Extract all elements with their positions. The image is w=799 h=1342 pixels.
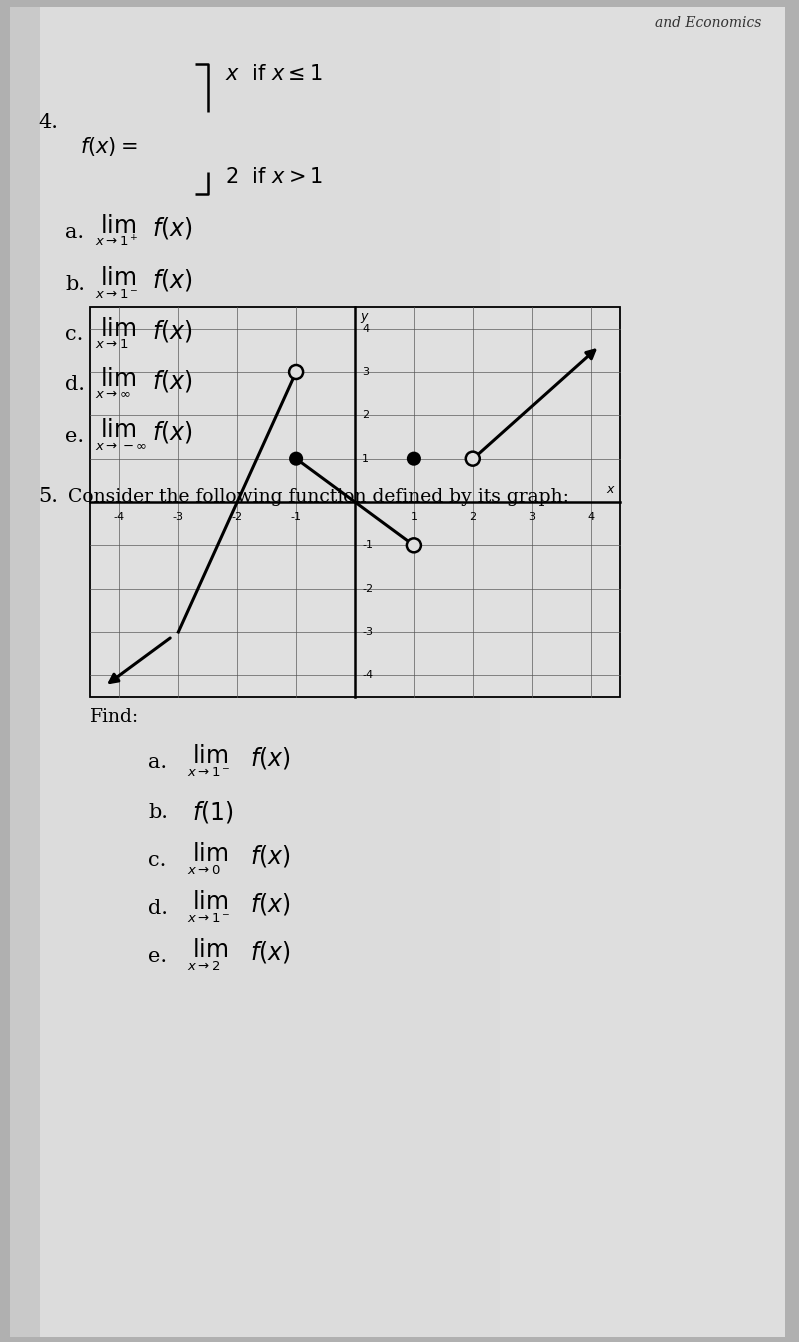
Text: $f(x)$: $f(x)$ <box>250 891 291 917</box>
Text: $\lim$: $\lim$ <box>192 743 229 768</box>
Text: $x\to 1$: $x\to 1$ <box>95 338 129 352</box>
Text: e.: e. <box>65 427 84 446</box>
Text: d.: d. <box>65 376 85 395</box>
Circle shape <box>289 365 303 378</box>
Text: b.: b. <box>65 275 85 294</box>
Text: $\lim$: $\lim$ <box>100 213 136 238</box>
Text: $\lim$: $\lim$ <box>100 417 136 442</box>
Text: c.: c. <box>65 326 83 345</box>
Text: $f(x){=}$: $f(x){=}$ <box>80 136 137 158</box>
Text: a.: a. <box>148 753 167 772</box>
Text: $x\to 1^-$: $x\to 1^-$ <box>95 287 138 301</box>
Bar <box>90 307 620 696</box>
Circle shape <box>290 452 302 464</box>
Text: -4: -4 <box>114 513 125 522</box>
Text: $f(1)$: $f(1)$ <box>192 798 233 825</box>
Text: $2\ \ \mathrm{if}\ x > 1$: $2\ \ \mathrm{if}\ x > 1$ <box>225 166 323 187</box>
Text: e.: e. <box>148 946 167 965</box>
Text: -4: -4 <box>362 671 373 680</box>
Text: 2: 2 <box>469 513 476 522</box>
Text: d.: d. <box>148 899 168 918</box>
Text: $f(x)$: $f(x)$ <box>152 419 193 446</box>
Text: -2: -2 <box>232 513 243 522</box>
Text: 3: 3 <box>362 366 369 377</box>
Text: $\lim$: $\lim$ <box>100 366 136 391</box>
Text: $f(x)$: $f(x)$ <box>152 215 193 242</box>
Text: 1: 1 <box>362 454 369 464</box>
Text: $\lim$: $\lim$ <box>192 938 229 962</box>
Text: $\lim$: $\lim$ <box>100 317 136 341</box>
Text: 4.: 4. <box>38 113 58 132</box>
Text: $x\ \ \mathrm{if}\ x \leq 1$: $x\ \ \mathrm{if}\ x \leq 1$ <box>225 64 323 85</box>
Text: $f(x)$: $f(x)$ <box>250 843 291 870</box>
Text: $f(x)$: $f(x)$ <box>152 267 193 293</box>
Text: $x\to \infty$: $x\to \infty$ <box>95 388 131 401</box>
Bar <box>500 7 785 1337</box>
Text: $x\to 1^+$: $x\to 1^+$ <box>95 235 138 250</box>
Text: $x$: $x$ <box>606 483 616 497</box>
Circle shape <box>407 452 420 464</box>
Text: and Economics: and Economics <box>655 16 761 30</box>
Text: $f(x)$: $f(x)$ <box>250 939 291 965</box>
Text: $f(x)$: $f(x)$ <box>250 745 291 772</box>
Text: 4: 4 <box>587 513 594 522</box>
Text: Find:: Find: <box>90 709 139 726</box>
Text: -1: -1 <box>291 513 301 522</box>
Text: $x\to 2$: $x\to 2$ <box>187 960 221 973</box>
Text: b.: b. <box>148 803 168 821</box>
Text: -2: -2 <box>362 584 373 593</box>
Text: $f(x)$: $f(x)$ <box>152 318 193 344</box>
Text: 2: 2 <box>362 411 369 420</box>
Circle shape <box>466 452 479 466</box>
Text: -3: -3 <box>362 627 373 637</box>
Text: $f(x)$: $f(x)$ <box>152 368 193 395</box>
Text: $\lim$: $\lim$ <box>192 890 229 914</box>
Text: $\lim$: $\lim$ <box>100 266 136 290</box>
Text: a.: a. <box>65 223 84 242</box>
Text: $x\to 0$: $x\to 0$ <box>187 863 221 876</box>
Circle shape <box>407 538 421 553</box>
Text: -3: -3 <box>173 513 184 522</box>
Text: 3: 3 <box>528 513 535 522</box>
Text: -1: -1 <box>362 541 373 550</box>
Text: $x\to -\infty$: $x\to -\infty$ <box>95 439 147 452</box>
Text: c.: c. <box>148 851 166 870</box>
Text: Consider the following function defined by its graph:: Consider the following function defined … <box>68 488 569 506</box>
Text: $x\to 1^-$: $x\to 1^-$ <box>187 765 231 778</box>
Text: $y$: $y$ <box>360 311 370 325</box>
Text: $\lim$: $\lim$ <box>192 841 229 866</box>
Bar <box>10 7 40 1337</box>
Text: 5.: 5. <box>38 487 58 506</box>
Text: 1: 1 <box>411 513 417 522</box>
Text: 4: 4 <box>362 323 369 334</box>
Text: $x\to 1^-$: $x\to 1^-$ <box>187 911 231 925</box>
